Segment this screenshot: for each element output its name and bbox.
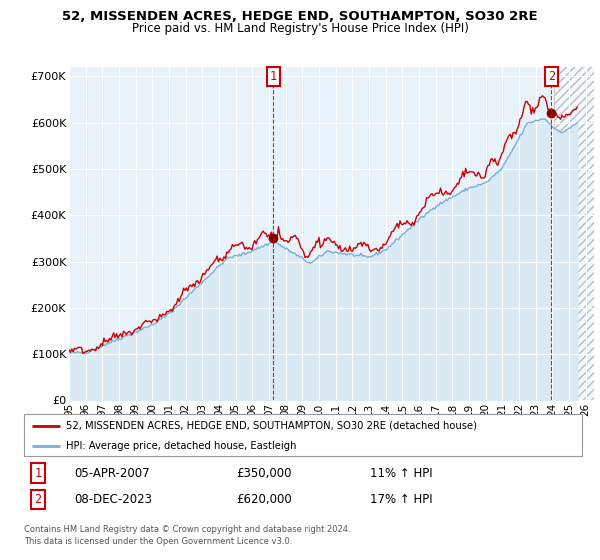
- Text: Price paid vs. HM Land Registry's House Price Index (HPI): Price paid vs. HM Land Registry's House …: [131, 22, 469, 35]
- Text: £350,000: £350,000: [236, 466, 292, 480]
- Text: 08-DEC-2023: 08-DEC-2023: [74, 493, 152, 506]
- Text: 2: 2: [34, 493, 41, 506]
- Text: £620,000: £620,000: [236, 493, 292, 506]
- Text: HPI: Average price, detached house, Eastleigh: HPI: Average price, detached house, East…: [66, 441, 296, 451]
- Text: 05-APR-2007: 05-APR-2007: [74, 466, 150, 480]
- Text: 17% ↑ HPI: 17% ↑ HPI: [370, 493, 433, 506]
- Text: Contains HM Land Registry data © Crown copyright and database right 2024.
This d: Contains HM Land Registry data © Crown c…: [24, 525, 350, 546]
- Text: 52, MISSENDEN ACRES, HEDGE END, SOUTHAMPTON, SO30 2RE: 52, MISSENDEN ACRES, HEDGE END, SOUTHAMP…: [62, 10, 538, 23]
- Text: 2: 2: [548, 70, 555, 83]
- Text: 11% ↑ HPI: 11% ↑ HPI: [370, 466, 433, 480]
- Text: 1: 1: [270, 70, 277, 83]
- Text: 1: 1: [34, 466, 41, 480]
- Text: 52, MISSENDEN ACRES, HEDGE END, SOUTHAMPTON, SO30 2RE (detached house): 52, MISSENDEN ACRES, HEDGE END, SOUTHAMP…: [66, 421, 477, 431]
